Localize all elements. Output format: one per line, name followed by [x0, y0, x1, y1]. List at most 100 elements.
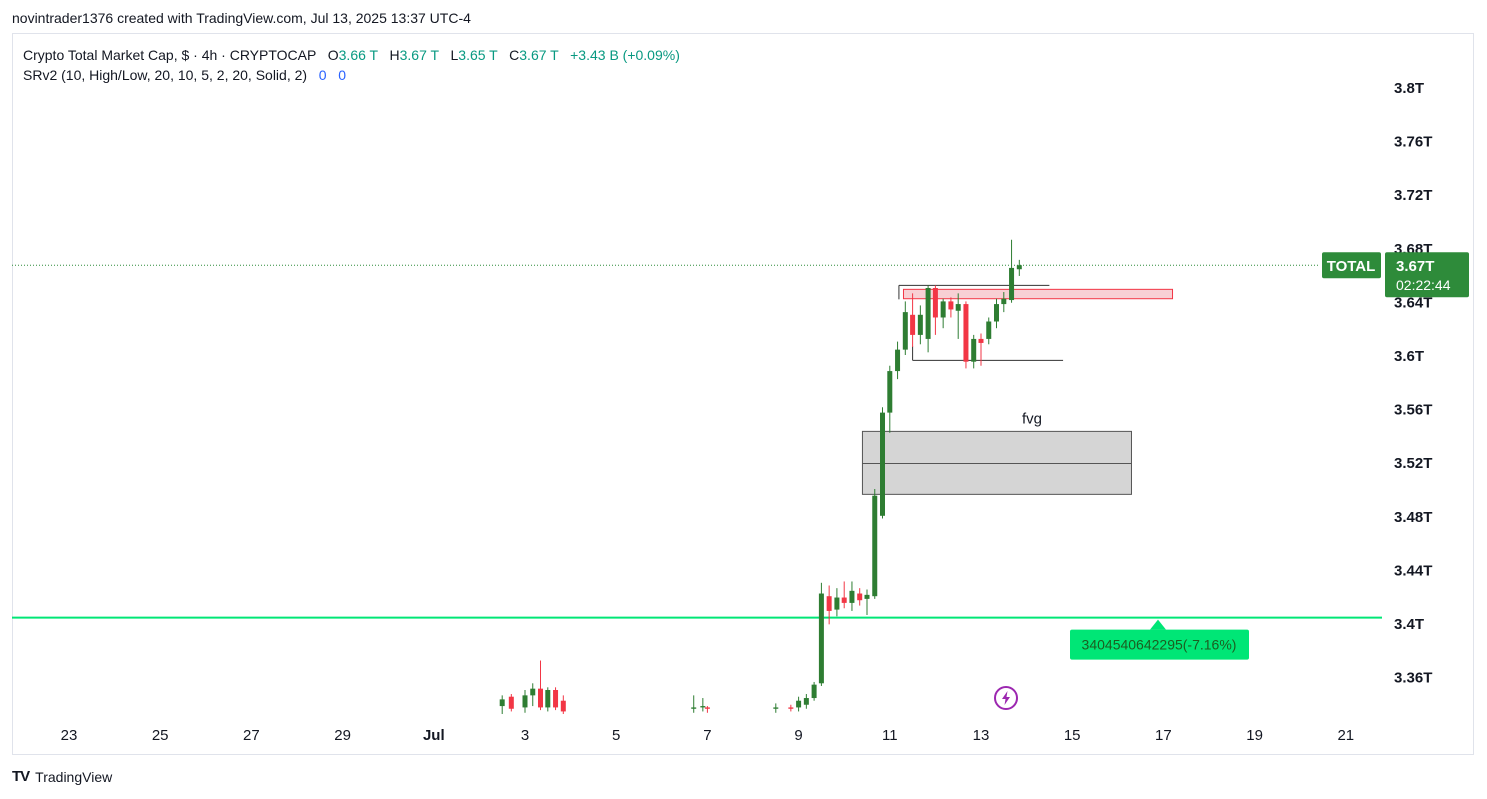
- candle-body: [553, 690, 559, 708]
- y-tick-label: 3.44T: [1394, 562, 1432, 579]
- footer-brand[interactable]: TradingView: [35, 768, 113, 785]
- candle-body: [917, 314, 923, 335]
- candle[interactable]: [826, 585, 832, 625]
- candle[interactable]: [530, 683, 536, 707]
- candle-body: [1001, 298, 1007, 305]
- candle[interactable]: [880, 407, 886, 519]
- fvg-zone[interactable]: [861, 430, 1132, 495]
- legend-symbol[interactable]: Crypto Total Market Cap, $ · 4h · CRYPTO…: [23, 47, 317, 63]
- candle[interactable]: [704, 706, 710, 713]
- candle-body: [834, 597, 840, 610]
- last-price-tag[interactable]: [1385, 252, 1469, 298]
- candle[interactable]: [796, 696, 802, 712]
- candle[interactable]: [940, 298, 946, 329]
- candle[interactable]: [818, 582, 824, 686]
- y-tick-label: 3.36T: [1394, 670, 1432, 687]
- y-tick-label: 3.48T: [1394, 509, 1432, 526]
- candle[interactable]: [545, 687, 551, 712]
- indicator-name[interactable]: SRv2 (10, High/Low, 20, 10, 5, 2, 20, So…: [23, 67, 308, 83]
- candle[interactable]: [849, 581, 855, 611]
- x-tick-label: 25: [152, 727, 169, 744]
- candle[interactable]: [841, 581, 847, 609]
- candle-body: [940, 301, 946, 318]
- candle[interactable]: [994, 298, 1000, 329]
- candle-body: [796, 700, 802, 708]
- legend-close-value: 3.67 T: [519, 47, 559, 63]
- candle[interactable]: [1001, 292, 1007, 313]
- candle[interactable]: [948, 297, 954, 318]
- candle[interactable]: [917, 305, 923, 345]
- candle[interactable]: [811, 681, 817, 701]
- candle[interactable]: [522, 690, 528, 713]
- candle[interactable]: [887, 365, 893, 433]
- y-axis: 3.8T3.76T3.72T3.68T3.64T3.6T3.56T3.52T3.…: [1394, 80, 1432, 687]
- symbol-tag[interactable]: [1322, 252, 1381, 279]
- candle-body: [841, 597, 847, 603]
- candle[interactable]: [932, 285, 938, 335]
- x-tick-label: 13: [973, 727, 990, 744]
- candle-body: [857, 593, 863, 601]
- resistance-zone[interactable]: [902, 288, 1174, 300]
- candle[interactable]: [895, 341, 901, 380]
- candle-body: [932, 288, 938, 318]
- candle-body: [887, 371, 893, 413]
- candle[interactable]: [971, 334, 977, 369]
- flash-icon[interactable]: [994, 686, 1018, 710]
- candle[interactable]: [986, 317, 992, 345]
- y-tick-label: 3.8T: [1394, 80, 1424, 97]
- chart-caption: novintrader1376 created with TradingView…: [12, 10, 471, 26]
- candle[interactable]: [872, 489, 878, 599]
- candle[interactable]: [773, 703, 779, 713]
- fvg-label: fvg: [1022, 410, 1042, 427]
- candle-body: [522, 695, 528, 708]
- legend: Crypto Total Market Cap, $ · 4h · CRYPTO…: [23, 45, 680, 85]
- legend-change: +3.43 B (+0.09%): [570, 47, 680, 63]
- legend-indicator-row: SRv2 (10, High/Low, 20, 10, 5, 2, 20, So…: [23, 65, 680, 85]
- x-tick-label: 29: [334, 727, 351, 744]
- candle-body: [895, 349, 901, 372]
- candle[interactable]: [691, 695, 697, 713]
- candle[interactable]: [902, 301, 908, 355]
- candle[interactable]: [955, 293, 961, 339]
- tradingview-logo-icon[interactable]: TV: [12, 768, 30, 785]
- candle[interactable]: [978, 333, 984, 366]
- candle-body: [986, 321, 992, 339]
- x-tick-label: 11: [882, 727, 898, 744]
- candle[interactable]: [864, 589, 870, 615]
- candle[interactable]: [508, 694, 514, 712]
- candle-body: [700, 706, 706, 708]
- candle[interactable]: [1016, 259, 1022, 276]
- y-tick-label: 3.6T: [1394, 348, 1424, 365]
- legend-open-value: 3.66 T: [338, 47, 378, 63]
- candle-body: [880, 412, 886, 516]
- chart-frame: [12, 33, 1474, 755]
- footer: TV TradingView: [12, 768, 112, 785]
- candle[interactable]: [857, 588, 863, 606]
- candle[interactable]: [963, 301, 969, 369]
- last-price-value: 3.67T: [1396, 258, 1434, 275]
- candle[interactable]: [925, 285, 931, 353]
- candle[interactable]: [910, 293, 916, 347]
- candle[interactable]: [499, 695, 505, 714]
- candle[interactable]: [700, 698, 706, 712]
- candle-body: [704, 707, 710, 709]
- x-tick-label: 9: [794, 727, 802, 744]
- candle-body: [1009, 267, 1015, 301]
- candle[interactable]: [788, 704, 794, 712]
- y-tick-label: 3.4T: [1394, 616, 1424, 633]
- candle-body: [925, 288, 931, 339]
- candle-body: [872, 495, 878, 597]
- candle-body: [545, 690, 551, 708]
- candle[interactable]: [553, 687, 559, 711]
- candle-body: [538, 688, 544, 708]
- candle[interactable]: [803, 694, 809, 709]
- candle[interactable]: [560, 695, 566, 714]
- candle-body: [971, 338, 977, 362]
- legend-open-label: O: [327, 47, 339, 63]
- candle[interactable]: [834, 588, 840, 617]
- candle[interactable]: [1009, 239, 1015, 303]
- x-tick-label: 5: [612, 727, 620, 744]
- support-label-box[interactable]: [1070, 629, 1249, 660]
- candle[interactable]: [538, 660, 544, 711]
